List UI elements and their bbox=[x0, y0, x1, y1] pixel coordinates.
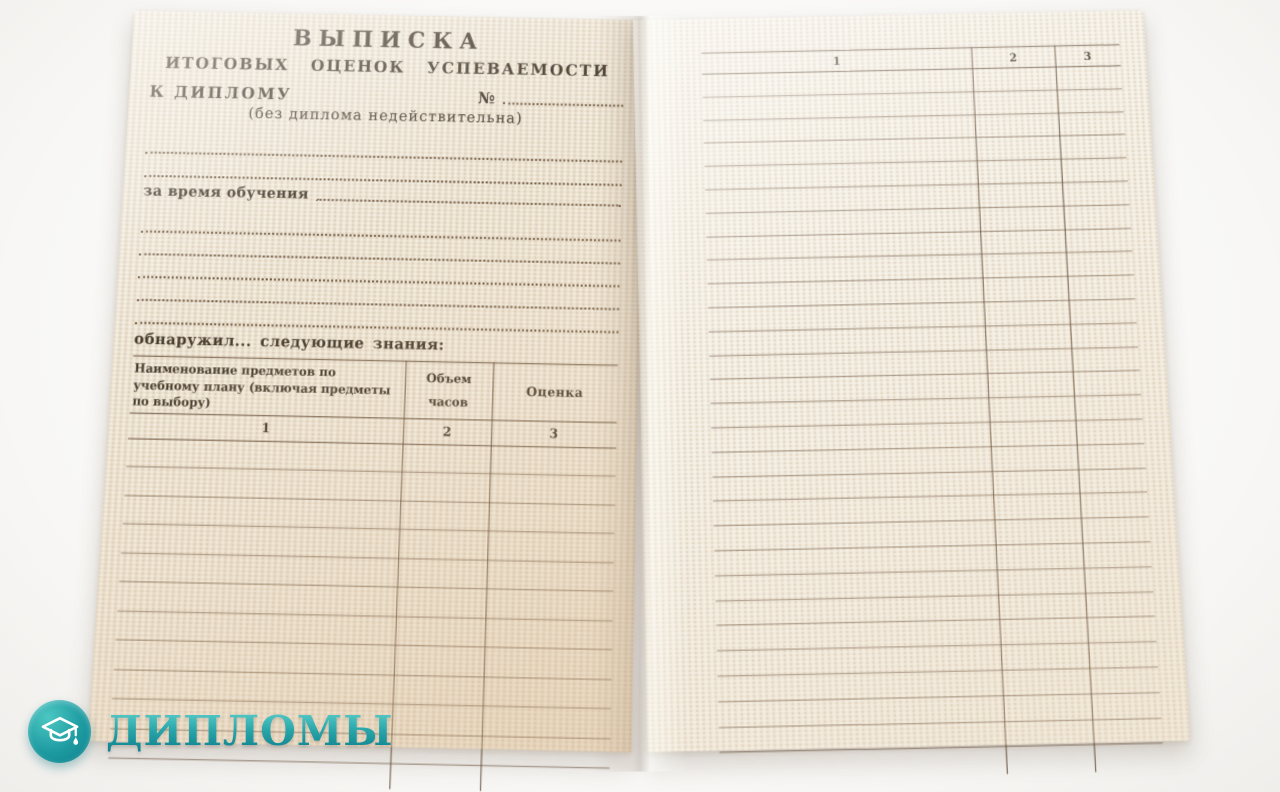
logo-badge bbox=[28, 700, 91, 763]
right-page-content: 1 2 3 bbox=[633, 44, 1192, 791]
to-diploma-label: К ДИПЛОМУ bbox=[148, 81, 293, 104]
logo-text: ДИПЛОМЫ bbox=[106, 707, 394, 755]
column-number: 3 bbox=[549, 426, 559, 442]
study-period-label: за время обучения bbox=[142, 183, 310, 203]
document-title-line2: ИТОГОВЫХ ОЦЕНОК УСПЕВАЕМОСТИ bbox=[164, 52, 611, 81]
knowledge-label: обнаружил... следующие знания: bbox=[133, 330, 445, 355]
col-header-grade: Оценка bbox=[526, 384, 584, 401]
col-header-hours-line2: часов bbox=[427, 394, 469, 411]
subjects-table-continued: 1 2 3 bbox=[701, 44, 1163, 775]
watermark-logo: ДИПЛОМЫ bbox=[28, 700, 394, 763]
col-header-hours-line1: Объем bbox=[426, 370, 472, 387]
diploma-insert-spread: ВЫПИСКА ИТОГОВЫХ ОЦЕНОК УСПЕВАЕМОСТИ К Д… bbox=[88, 9, 1191, 792]
column-number: 2 bbox=[1009, 50, 1018, 64]
graduation-cap-icon bbox=[41, 716, 78, 745]
table-header-row: Наименование предметов по учебному плану… bbox=[129, 355, 618, 423]
column-number: 1 bbox=[832, 54, 841, 68]
right-page: 1 2 3 bbox=[632, 9, 1191, 775]
blank-lines-body bbox=[135, 209, 621, 334]
column-number: 2 bbox=[442, 424, 452, 440]
left-page-content: ВЫПИСКА ИТОГОВЫХ ОЦЕНОК УСПЕВАЕМОСТИ К Д… bbox=[88, 10, 645, 792]
col-header-subjects: Наименование предметов по учебному плану… bbox=[131, 360, 391, 410]
diploma-number-blank-line bbox=[503, 102, 624, 107]
study-period-blank-line bbox=[316, 198, 622, 207]
left-page: ВЫПИСКА ИТОГОВЫХ ОЦЕНОК УСПЕВАЕМОСТИ К Д… bbox=[88, 10, 645, 792]
column-number: 1 bbox=[261, 420, 271, 436]
numero-sign: № bbox=[477, 87, 498, 108]
document-title: ВЫПИСКА bbox=[292, 25, 485, 55]
table-body bbox=[702, 66, 1163, 754]
column-number: 3 bbox=[1083, 49, 1092, 63]
col-header-hours: Объем часов bbox=[404, 362, 494, 419]
